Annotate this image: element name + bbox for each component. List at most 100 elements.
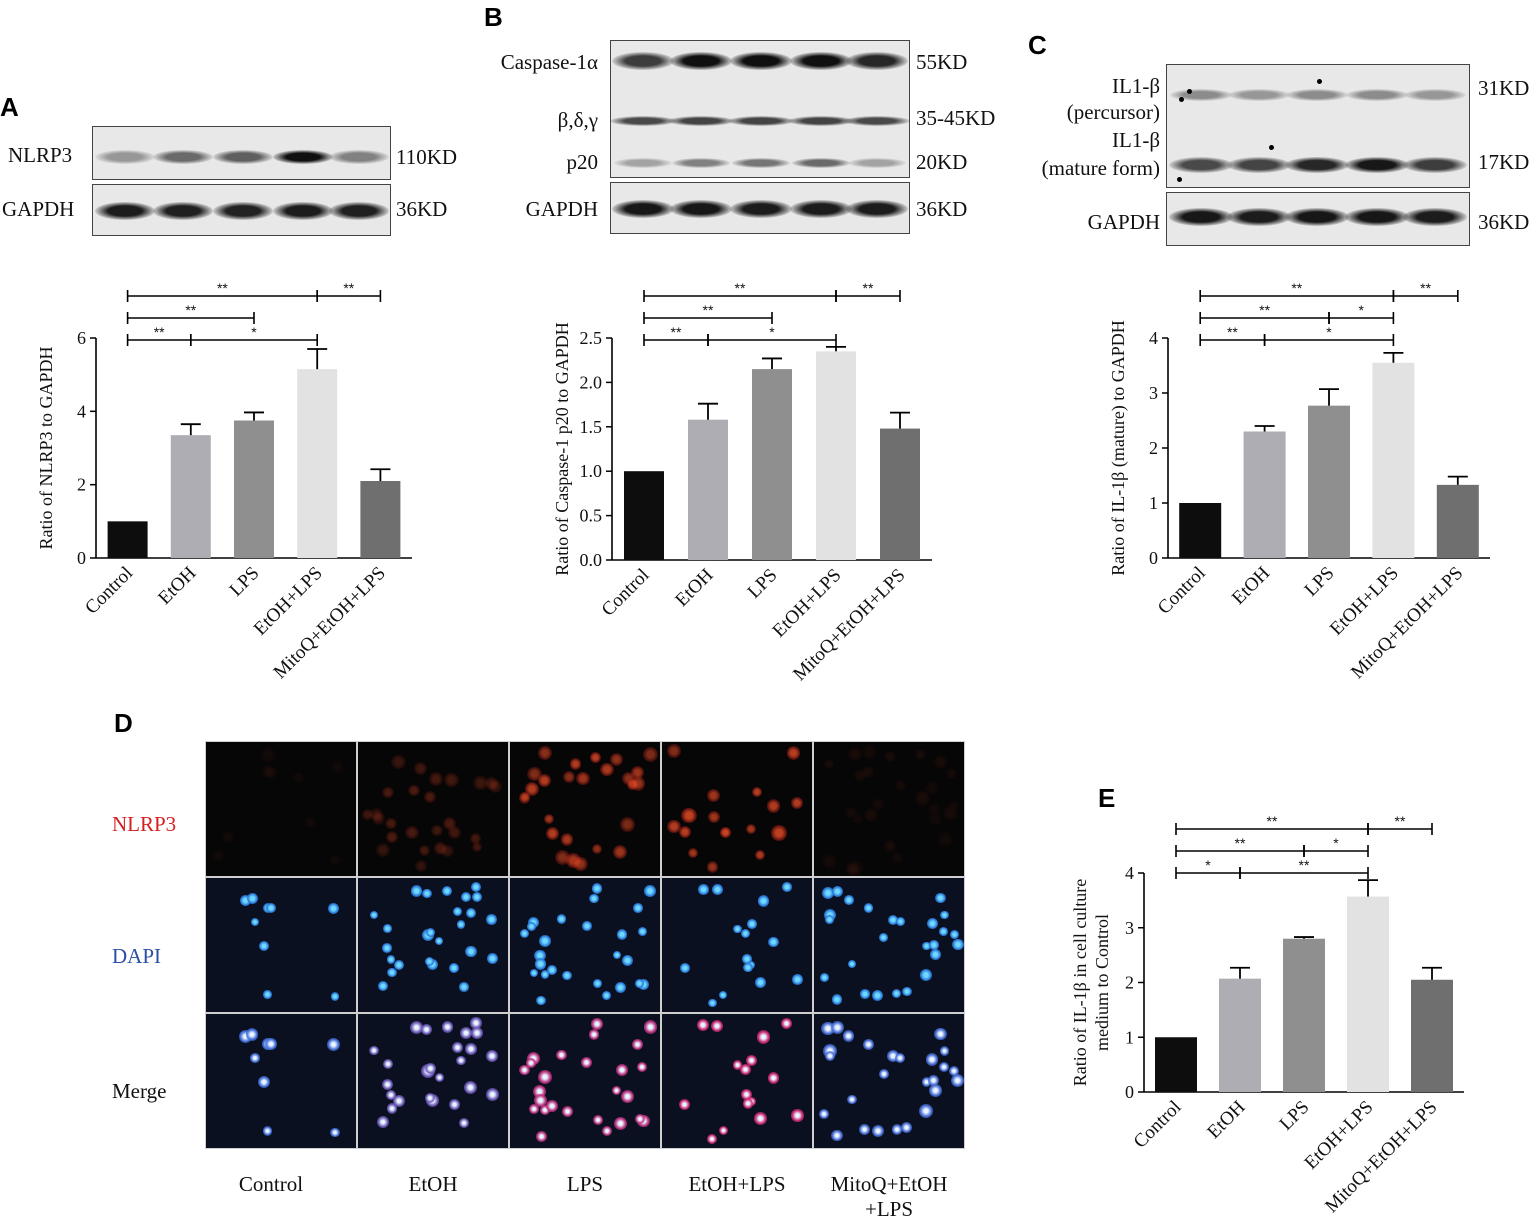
cell xyxy=(537,745,552,761)
y-tick-label: 4 xyxy=(77,401,86,421)
blot-label-b-caspase1a: Caspase-1α xyxy=(500,50,598,74)
cell xyxy=(697,884,709,895)
cell xyxy=(520,792,531,803)
cell xyxy=(459,982,469,992)
cell xyxy=(921,1077,932,1087)
cell xyxy=(754,1112,767,1125)
cell xyxy=(620,816,636,832)
cell xyxy=(456,1055,466,1066)
cell xyxy=(262,1125,273,1136)
cell xyxy=(824,1050,835,1061)
cell xyxy=(879,933,889,943)
blot-size-a-nlrp3: 110KD xyxy=(396,145,458,169)
blot-band xyxy=(610,116,676,126)
cell xyxy=(632,903,643,914)
blot-band xyxy=(848,158,906,168)
blot-band xyxy=(153,150,213,164)
cell xyxy=(488,780,502,794)
cell xyxy=(448,1098,461,1111)
cell xyxy=(556,1049,567,1061)
cell xyxy=(872,989,884,1001)
category-label: LPS xyxy=(226,563,264,601)
cell xyxy=(680,963,690,973)
cell xyxy=(706,788,720,802)
cell xyxy=(518,792,531,804)
cell xyxy=(678,825,692,839)
y-axis-label: medium to Control xyxy=(1092,914,1112,1051)
cell xyxy=(938,1062,949,1073)
cell xyxy=(434,1072,444,1082)
cell xyxy=(266,903,277,914)
cell xyxy=(424,1092,435,1103)
cell xyxy=(733,924,742,934)
blot-speck xyxy=(1187,89,1192,94)
cell xyxy=(771,825,787,841)
bar-control xyxy=(624,471,664,560)
category-label: Control xyxy=(598,565,654,621)
cell xyxy=(928,811,943,826)
cell xyxy=(590,751,602,763)
cell xyxy=(471,882,481,892)
blot-band xyxy=(95,150,155,164)
blot-label-b-p20: p20 xyxy=(566,150,599,174)
blot-band xyxy=(1170,89,1232,101)
blot-band xyxy=(1227,208,1291,226)
category-label: EtOH xyxy=(671,564,717,610)
cell xyxy=(418,844,430,856)
cell xyxy=(331,760,344,773)
cell xyxy=(939,1046,950,1056)
cell xyxy=(458,1117,470,1129)
significance-label: ** xyxy=(735,280,746,296)
panel-label-a: A xyxy=(0,92,19,122)
cell xyxy=(895,1052,906,1063)
micro-column-label: EtOH+LPS xyxy=(662,1172,812,1197)
cell xyxy=(741,1089,753,1101)
cell xyxy=(371,811,386,826)
cell xyxy=(543,814,554,825)
cell xyxy=(409,1020,423,1034)
blot-band xyxy=(728,116,794,126)
y-tick-label: 2 xyxy=(77,475,86,495)
cell xyxy=(860,989,870,999)
cell xyxy=(442,886,453,897)
blot-band xyxy=(670,200,732,218)
cell xyxy=(843,1030,855,1042)
cell xyxy=(245,1028,259,1041)
cell xyxy=(614,982,626,994)
bar-etoh-lps xyxy=(297,369,338,558)
cell xyxy=(939,927,948,936)
cell xyxy=(845,806,857,819)
significance-label: * xyxy=(1358,302,1364,318)
cell xyxy=(720,827,731,838)
cell xyxy=(527,766,542,782)
cell xyxy=(925,1053,939,1067)
cell xyxy=(719,990,728,999)
cell xyxy=(687,848,698,859)
y-tick-label: 2.5 xyxy=(580,328,603,348)
cell xyxy=(471,891,482,903)
panel-label-d: D xyxy=(114,708,133,738)
cell xyxy=(667,819,681,833)
bar-etoh-lps xyxy=(816,351,856,560)
cell xyxy=(742,1098,754,1109)
cell xyxy=(534,949,546,962)
cell xyxy=(927,802,940,816)
significance-label: ** xyxy=(154,324,165,340)
significance-label: * xyxy=(1326,324,1332,340)
significance-label: ** xyxy=(1227,324,1238,340)
cell xyxy=(258,940,270,952)
cell xyxy=(697,1019,710,1032)
cell xyxy=(612,844,628,860)
cell xyxy=(831,1020,845,1034)
cell xyxy=(825,915,835,924)
blot-band xyxy=(670,52,732,70)
cell xyxy=(878,1068,889,1079)
cell xyxy=(526,1057,537,1068)
cell xyxy=(460,892,472,903)
y-tick-label: 0.0 xyxy=(580,550,603,570)
bar-etoh xyxy=(1219,978,1261,1092)
cell xyxy=(667,743,681,758)
cell xyxy=(621,1089,635,1103)
blot-label-c-il1b-1: IL1-β xyxy=(1112,74,1160,98)
cell xyxy=(601,1126,612,1137)
